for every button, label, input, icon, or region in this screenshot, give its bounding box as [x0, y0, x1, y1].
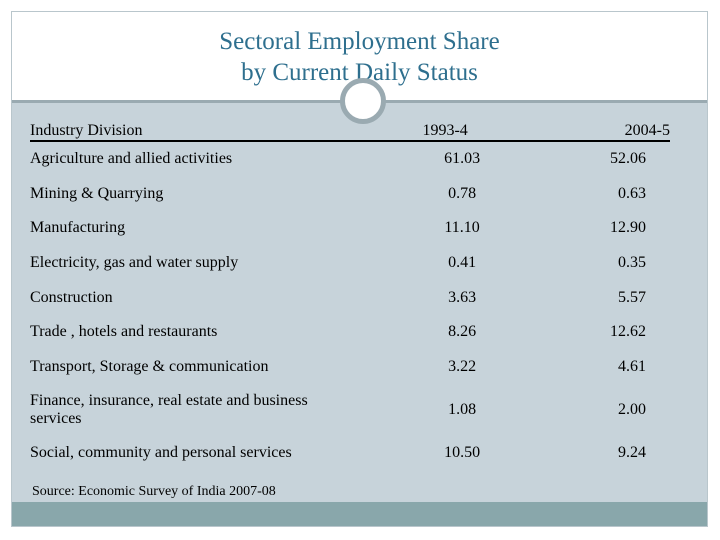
industry-cell: Construction: [30, 288, 113, 306]
header-industry-division: Industry Division: [30, 116, 417, 142]
value-1993-4-cell: 0.78: [448, 184, 477, 202]
value-2004-5-cell: 0.63: [618, 184, 646, 202]
header-1993-4: 1993-4: [416, 116, 508, 142]
industry-cell: Mining & Quarrying: [30, 184, 164, 202]
value-2004-5-cell: 52.06: [610, 150, 646, 168]
footer-strip: [12, 502, 707, 526]
value-1993-4-cell: 3.63: [448, 288, 477, 306]
table-row: Construction 3.63 5.57: [30, 280, 670, 315]
industry-cell: Social, community and personal services: [30, 444, 292, 462]
value-2004-5-cell: 9.24: [618, 444, 646, 462]
content-panel: [12, 103, 707, 502]
slide-title: Sectoral Employment Share by Current Dai…: [12, 26, 707, 88]
table-row: Mining & Quarrying 0.78 0.63: [30, 177, 670, 212]
value-2004-5-cell: 12.62: [610, 323, 646, 341]
industry-cell: Manufacturing: [30, 219, 126, 237]
table-header-row: Industry Division 1993-4 2004-5: [30, 116, 670, 142]
value-2004-5-cell: 0.35: [618, 254, 646, 272]
value-2004-5-cell: 12.90: [610, 219, 646, 237]
source-note: Source: Economic Survey of India 2007-08: [32, 484, 276, 499]
value-1993-4-cell: 11.10: [444, 219, 480, 237]
value-1993-4-cell: 1.08: [448, 401, 477, 419]
value-1993-4-cell: 8.26: [448, 323, 477, 341]
industry-cell: Electricity, gas and water supply: [30, 254, 239, 272]
table-row: Electricity, gas and water supply 0.41 0…: [30, 246, 670, 281]
table-row: Trade , hotels and restaurants 8.26 12.6…: [30, 315, 670, 350]
value-1993-4-cell: 10.50: [444, 444, 481, 462]
value-2004-5-cell: 2.00: [618, 401, 646, 419]
table-row: Manufacturing 11.10 12.90: [30, 211, 670, 246]
value-1993-4-cell: 0.41: [448, 254, 477, 272]
value-1993-4-cell: 3.22: [448, 357, 477, 375]
industry-cell: Agriculture and allied activities: [30, 150, 233, 168]
employment-share-table: Industry Division 1993-4 2004-5 Agricult…: [30, 116, 670, 471]
table-row: Social, community and personal services …: [30, 436, 670, 471]
table-row: Finance, insurance, real estate and busi…: [30, 384, 670, 436]
industry-cell: Finance, insurance, real estate and busi…: [30, 392, 308, 428]
header-2004-5: 2004-5: [507, 116, 670, 142]
table-row: Agriculture and allied activities 61.03 …: [30, 141, 670, 177]
slide-frame: [11, 11, 708, 527]
value-1993-4-cell: 61.03: [444, 150, 481, 168]
industry-cell: Trade , hotels and restaurants: [30, 323, 218, 341]
value-2004-5-cell: 4.61: [618, 357, 646, 375]
title-line-1: Sectoral Employment Share: [219, 28, 500, 55]
table-row: Transport, Storage & communication 3.22 …: [30, 350, 670, 385]
industry-cell: Transport, Storage & communication: [30, 357, 269, 375]
value-2004-5-cell: 5.57: [618, 288, 646, 306]
